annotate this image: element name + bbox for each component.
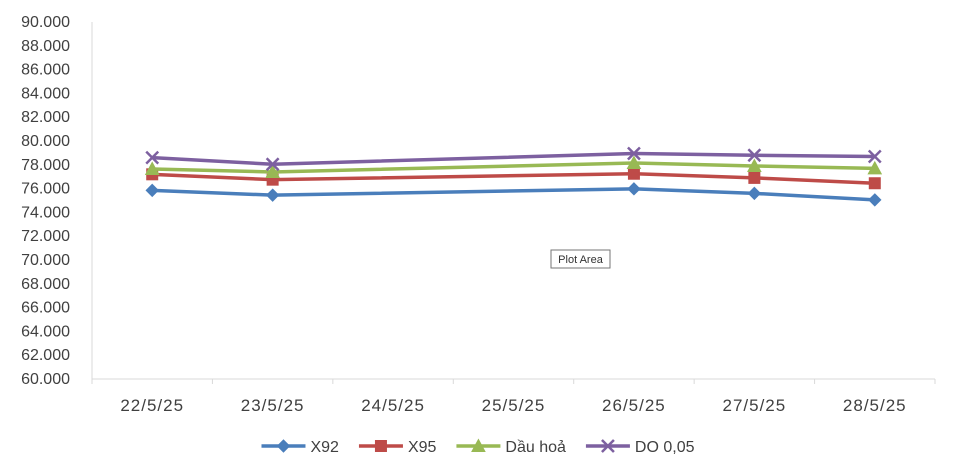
- y-tick-label: 64.000: [21, 323, 70, 340]
- data-point-d-u-ho-: [747, 158, 762, 172]
- data-point-do-0-05: [867, 149, 882, 164]
- y-tick-label: 78.000: [21, 157, 70, 174]
- marker-x-stroke: [265, 157, 280, 172]
- data-point-x92: [145, 183, 159, 198]
- data-point-x95: [868, 177, 881, 190]
- y-tick-label: 90.000: [21, 14, 70, 31]
- marker-x-stroke: [747, 148, 762, 163]
- y-tick-label: 70.000: [21, 252, 70, 269]
- legend-item-do-0-05: DO 0,05: [585, 439, 695, 456]
- y-tick-label: 68.000: [21, 276, 70, 293]
- legend-swatch-marker: [374, 440, 387, 452]
- legend-label: Dầu hoả: [505, 439, 566, 456]
- legend-item-d-u-ho-: Dầu hoả: [456, 438, 566, 456]
- x-tick-label: 25/5/25: [482, 396, 546, 415]
- legend-swatch-marker: [471, 438, 486, 452]
- y-tick-label: 86.000: [21, 62, 70, 79]
- series-d-u-ho-: [144, 155, 883, 178]
- x-tick-label: 27/5/25: [722, 396, 786, 415]
- series-line-x92: [150, 187, 877, 202]
- y-tick-label: 74.000: [21, 204, 70, 221]
- marker-x-stroke: [867, 149, 882, 164]
- x-tick-label: 24/5/25: [361, 396, 425, 415]
- plot-area-tooltip-box: [550, 249, 611, 269]
- chart-axes: [91, 22, 936, 384]
- y-tick-label: 72.000: [21, 228, 70, 245]
- y-tick-label: 60.000: [21, 371, 70, 388]
- data-point-x95: [627, 167, 640, 180]
- data-point-do-0-05: [747, 148, 762, 163]
- data-point-do-0-05: [627, 146, 641, 161]
- y-tick-label: 76.000: [21, 181, 70, 198]
- series-line-x95: [150, 171, 877, 185]
- data-point-x92: [627, 182, 641, 196]
- series-x92: [145, 182, 882, 207]
- legend-label: X95: [408, 439, 437, 456]
- data-point-d-u-ho-: [867, 160, 883, 175]
- data-point-x92: [868, 193, 882, 207]
- x-tick-label: 22/5/25: [120, 396, 184, 415]
- legend-swatch-marker: [601, 439, 615, 453]
- data-point-do-0-05: [265, 157, 280, 172]
- chart-legend: X92 X95 Dầu hoả DO 0,05: [261, 438, 695, 456]
- y-tick-label: 66.000: [21, 300, 70, 317]
- y-axis-ticks: 90.000 88.000 86.000 84.000 82.000 80.000 78.0…: [21, 14, 70, 388]
- legend-label: DO 0,05: [635, 439, 695, 456]
- series-line-do-0-05: [150, 151, 877, 166]
- legend-swatch-marker: [276, 439, 291, 453]
- y-tick-label: 82.000: [21, 109, 70, 126]
- x-tick-label: 23/5/25: [241, 396, 305, 415]
- marker-x-stroke: [627, 146, 641, 161]
- y-tick-label: 80.000: [21, 133, 70, 150]
- data-point-d-u-ho-: [265, 164, 280, 178]
- chart-series: [144, 146, 883, 207]
- x-axis-ticks: 22/5/25 23/5/25 24/5/25 25/5/25 26/5/25 27/5/…: [120, 396, 907, 415]
- legend-item-x92: X92: [261, 439, 339, 456]
- x-tick-label: 28/5/25: [843, 396, 907, 415]
- data-point-x92: [747, 186, 762, 201]
- series-do-0-05: [145, 146, 882, 172]
- data-point-x92: [265, 188, 280, 202]
- data-point-x95: [748, 171, 761, 184]
- y-tick-label: 62.000: [21, 347, 70, 364]
- y-tick-label: 84.000: [21, 85, 70, 102]
- legend-item-x95: X95: [358, 439, 437, 456]
- marker-x-stroke: [145, 150, 160, 165]
- legend-label: X92: [310, 439, 339, 456]
- plot-area-tooltip-label: Plot Area: [558, 254, 604, 266]
- data-point-d-u-ho-: [626, 155, 642, 170]
- data-point-d-u-ho-: [144, 161, 160, 175]
- plot-area-tooltip: Plot Area: [550, 249, 611, 269]
- marker-x-stroke: [601, 439, 615, 453]
- x-tick-label: 26/5/25: [602, 396, 666, 415]
- data-point-do-0-05: [145, 150, 160, 165]
- y-tick-label: 88.000: [21, 38, 70, 55]
